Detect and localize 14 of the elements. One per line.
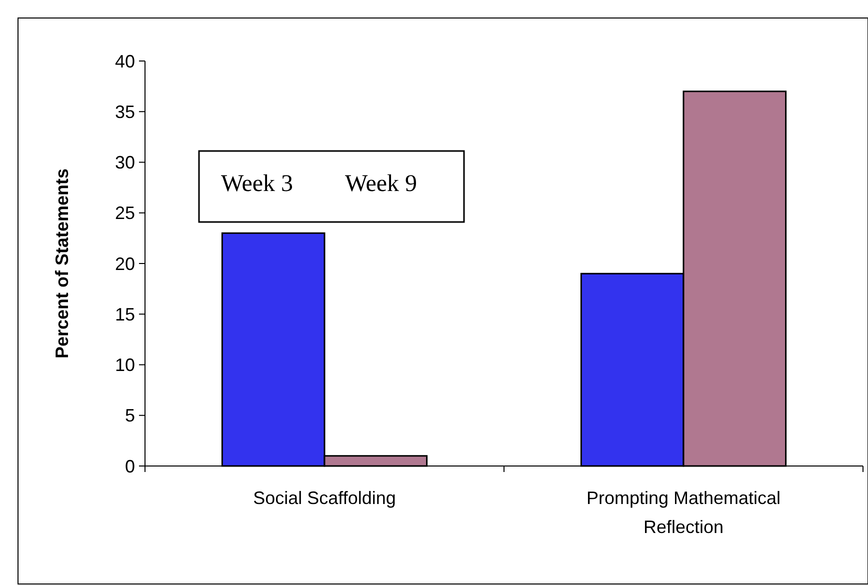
y-tick-label: 40 [114,51,135,72]
y-tick-label: 20 [114,254,135,274]
y-axis-title: Percent of Statements [52,168,72,359]
y-tick-label: 30 [114,152,135,173]
y-tick-label: 0 [124,456,135,476]
y-tick-label: 25 [114,203,135,224]
y-tick-label: 35 [114,102,135,122]
y-tick-label: 5 [124,406,135,426]
x-tick-label: Prompting Mathematical Reflection [586,488,781,537]
y-tick-label: 15 [114,304,135,324]
series-label: Week 3 [221,171,294,197]
text: Week 9 [345,171,418,197]
x-tick-label: Social Scaffolding [253,488,396,508]
y-tick-label: 10 [114,355,135,376]
